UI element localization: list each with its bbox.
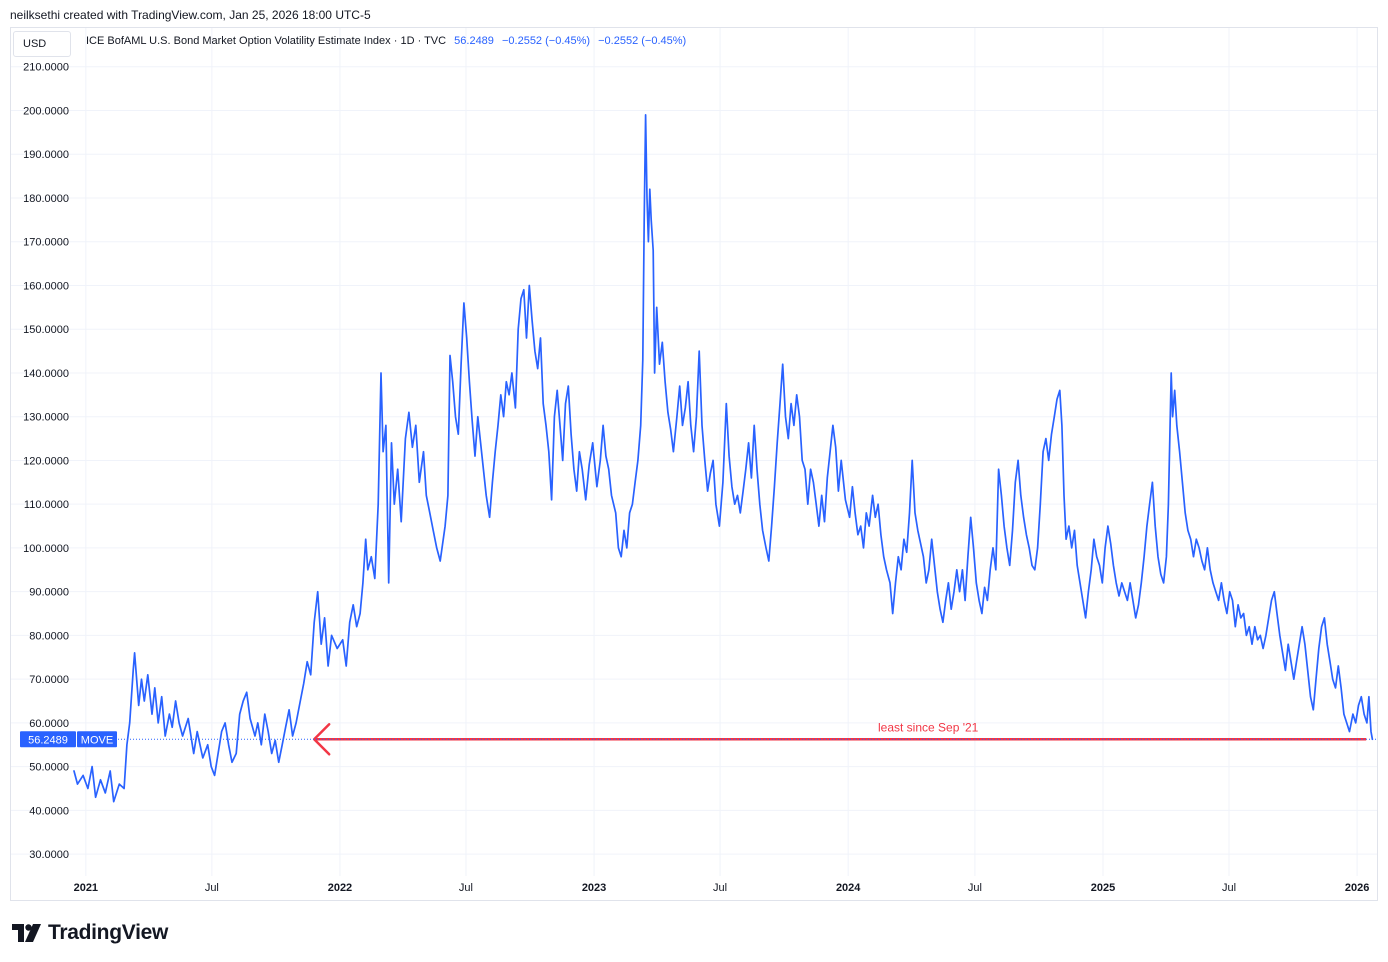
x-tick-label: Jul <box>968 882 982 894</box>
y-tick-label: 40.0000 <box>29 805 69 817</box>
annotation-layer: least since Sep '21 <box>312 720 1367 756</box>
y-axis: 30.0000 40.0000 50.0000 60.0000 70.0000 80.00… <box>23 62 69 861</box>
x-tick-label: 2022 <box>328 882 352 894</box>
x-tick-label: 2021 <box>74 882 98 894</box>
series-line-move <box>73 114 1374 803</box>
legend-change: −0.2552 (−0.45%) <box>501 35 591 47</box>
annotation-arrowhead <box>312 723 331 756</box>
y-tick-label: 80.0000 <box>29 630 69 642</box>
x-tick-label: Jul <box>459 882 473 894</box>
legend-last-value: 56.2489 <box>454 35 494 47</box>
y-tick-label: 180.0000 <box>23 193 69 205</box>
last-value-badges: 56.2489 MOVE <box>20 731 117 748</box>
y-tick-label: 50.0000 <box>29 762 69 774</box>
y-tick-label: 210.0000 <box>23 62 69 74</box>
symbol-badge-bg <box>77 731 117 748</box>
x-tick-label: Jul <box>205 882 219 894</box>
x-tick-label: Jul <box>1222 882 1236 894</box>
tradingview-logo[interactable]: TradingView <box>12 920 168 946</box>
y-tick-label: 100.0000 <box>23 543 69 555</box>
x-tick-label: Jul <box>713 882 727 894</box>
x-tick-label: 2024 <box>836 882 861 894</box>
x-axis: 2021 Jul 2022 Jul 2023 Jul 2024 Jul 2025 Jul 2026 <box>74 882 1370 894</box>
header-credit: neilksethi created with TradingView.com,… <box>10 8 371 22</box>
tradingview-logo-icon <box>12 924 41 942</box>
y-tick-label: 160.0000 <box>23 280 69 292</box>
chart-legend[interactable]: ICE BofAML U.S. Bond Market Option Volat… <box>86 35 686 47</box>
y-tick-label: 190.0000 <box>23 149 69 161</box>
annotation-label: least since Sep '21 <box>878 720 979 734</box>
y-tick-label: 70.0000 <box>29 674 69 686</box>
x-tick-label: 2026 <box>1345 882 1369 894</box>
y-tick-label: 110.0000 <box>24 499 69 511</box>
x-tick-label: 2023 <box>582 882 606 894</box>
y-tick-label: 90.0000 <box>29 587 69 599</box>
currency-button[interactable]: USD <box>13 31 71 57</box>
x-tick-label: 2025 <box>1091 882 1115 894</box>
legend-change-secondary: −0.2552 (−0.45%) <box>598 35 687 47</box>
y-tick-label: 130.0000 <box>23 412 69 424</box>
series-layer <box>73 114 1377 803</box>
y-tick-label: 60.0000 <box>29 718 69 730</box>
legend-title: ICE BofAML U.S. Bond Market Option Volat… <box>86 35 447 47</box>
y-tick-label: 30.0000 <box>29 849 69 861</box>
y-tick-label: 120.0000 <box>23 455 69 467</box>
chart-frame <box>10 27 1378 901</box>
y-tick-label: 140.0000 <box>23 368 69 380</box>
y-tick-label: 170.0000 <box>23 237 69 249</box>
y-tick-label: 150.0000 <box>23 324 69 336</box>
symbol-badge-text: MOVE <box>81 734 113 746</box>
tradingview-logo-text: TradingView <box>48 921 169 944</box>
last-value-badge-text: 56.2489 <box>28 734 68 746</box>
y-tick-label: 200.0000 <box>23 105 69 117</box>
last-value-badge-bg <box>20 731 76 748</box>
